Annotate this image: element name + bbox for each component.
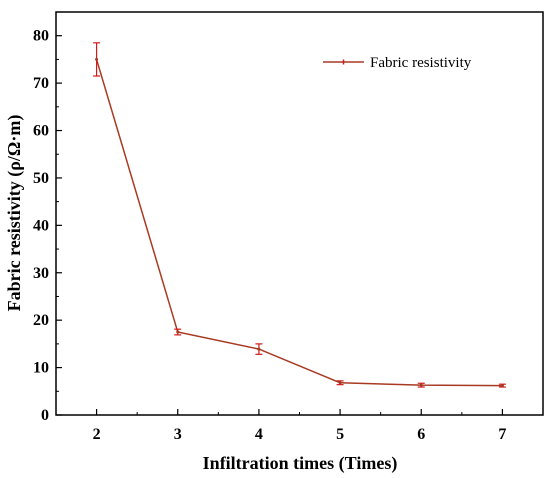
y-tick-label: 0 [41,407,49,424]
x-tick-label: 4 [255,426,263,443]
y-tick-label: 80 [33,28,49,45]
data-marker [338,381,342,385]
data-point [417,382,425,388]
y-tick-label: 30 [33,265,49,282]
data-point [93,42,101,77]
x-tick-label: 5 [336,426,344,443]
plot-frame [55,11,544,416]
y-tick-label: 50 [33,170,49,187]
data-point [336,380,344,386]
x-tick-label: 3 [174,426,182,443]
y-tick-label: 70 [33,75,49,92]
x-axis-title: Infiltration times (Times) [203,453,398,474]
data-point [174,328,182,336]
data-marker [257,347,261,351]
data-marker [95,57,99,61]
data-marker [500,384,504,388]
x-tick-label: 2 [93,426,101,443]
series-layer [93,42,506,388]
data-marker [419,383,423,387]
y-axis-title: Fabric resistivity (ρ/Ω·m) [4,115,25,312]
x-tick-label: 6 [417,426,425,443]
legend: Fabric resistivity [323,55,472,71]
series-line-0 [95,59,503,387]
data-marker [176,330,180,334]
data-point [498,383,506,388]
y-tick-label: 40 [33,217,49,234]
x-tick-label: 7 [498,426,506,443]
legend-label-fabric-resistivity: Fabric resistivity [370,55,472,71]
y-tick-label: 10 [33,360,49,377]
y-tick-label: 20 [33,312,49,329]
y-tick-label: 60 [33,123,49,140]
data-point [255,343,263,355]
